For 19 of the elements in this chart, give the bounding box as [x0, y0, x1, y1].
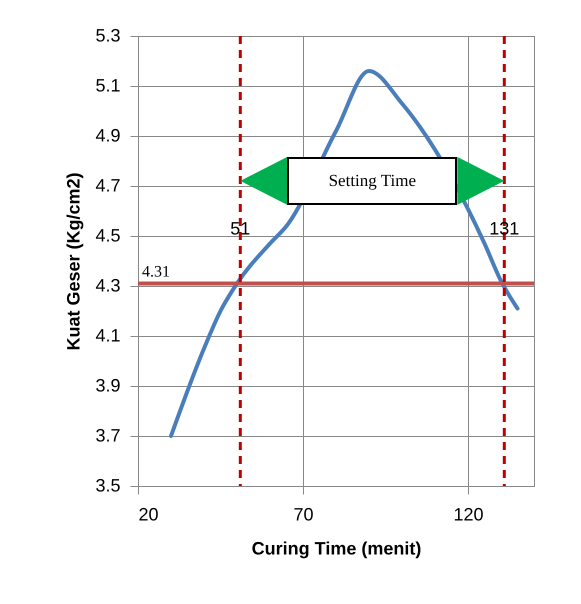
y-tick-label: 4.5 — [95, 226, 120, 246]
y-tick-label: 4.1 — [95, 326, 120, 346]
x-tick-label: 70 — [293, 504, 314, 524]
x-axis-title: Curing Time (menit) — [252, 538, 422, 558]
y-tick-label: 3.7 — [95, 426, 120, 446]
y-tick-label: 3.9 — [95, 376, 120, 396]
x-tick-label: 120 — [453, 504, 484, 524]
ref-line-label: 131 — [489, 218, 520, 238]
y-tick-label: 4.7 — [95, 176, 120, 196]
y-axis-title: Kuat Geser (Kg/cm2) — [63, 172, 84, 351]
y-tick-label: 4.9 — [95, 126, 120, 146]
y-tick-label: 5.1 — [95, 76, 120, 96]
x-tick-label: 20 — [138, 504, 159, 524]
y-tick-label: 4.3 — [95, 276, 120, 296]
ref-line-label: 51 — [230, 218, 250, 238]
ref-line-label: 4.31 — [142, 264, 170, 280]
y-tick-label: 5.3 — [95, 26, 120, 46]
y-tick-label: 3.5 — [95, 476, 120, 496]
label-box: Setting Time — [287, 156, 458, 205]
